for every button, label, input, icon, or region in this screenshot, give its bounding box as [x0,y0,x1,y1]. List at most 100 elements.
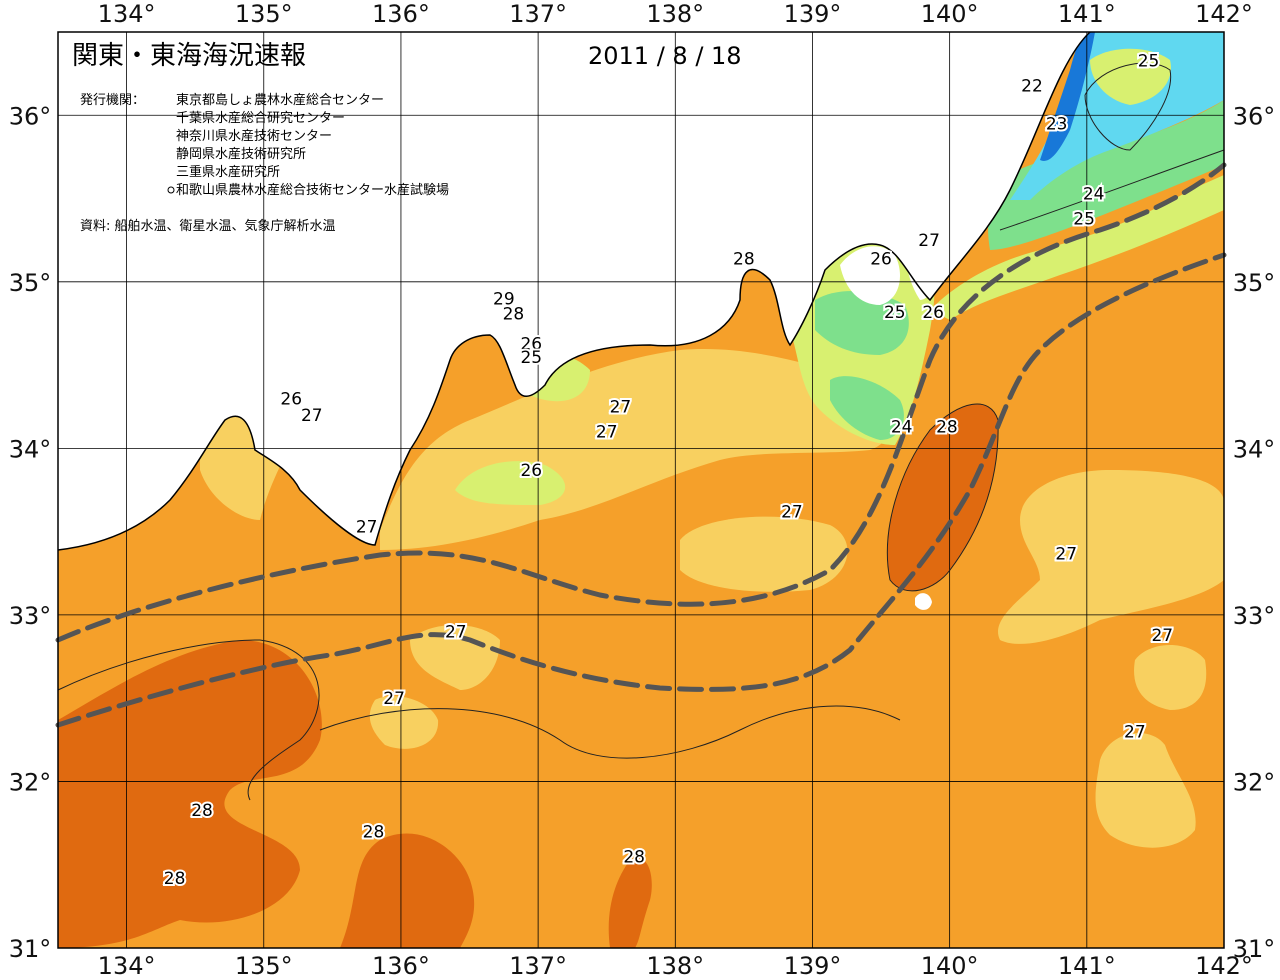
isotherm-label: 28 [733,250,755,270]
issuer-1: 千葉県水産総合研究センター [176,110,345,126]
lat-tick-right: 32° [1233,768,1276,796]
kuroshio-south-line [55,252,1227,728]
lat-tick-left: 32° [9,768,52,796]
sea-area-26-south-blob [680,516,848,592]
sea-area-25-center [455,461,566,505]
isotherm-label: 27 [1151,626,1173,646]
lat-tick-left: 34° [9,435,52,463]
sea-area-26-blob-d [1095,733,1196,848]
isotherm-label: 25 [1073,210,1095,230]
coastline-main [57,31,1091,551]
issuers-label: 発行機関： [80,93,145,108]
lat-tick-right: 36° [1233,102,1276,130]
lon-tick-bottom: 135° [235,952,293,980]
issuer-0: 東京都島しょ農林水産総合センター [176,92,384,108]
lon-tick-bottom: 137° [509,952,567,980]
sea-area-28-southwest [58,640,322,948]
lon-tick-top: 135° [235,0,293,28]
lat-tick-right: 31° [1233,935,1276,963]
map-title: 関東・東海海況速報 [72,41,306,71]
lon-tick-top: 139° [784,0,842,28]
land-boso [905,180,966,300]
lon-tick-bottom: 139° [784,952,842,980]
sea-area-24-sagami-bay [830,376,904,440]
map-date: 2011 / 8 / 18 [588,42,742,70]
lon-tick-top: 137° [509,0,567,28]
lat-tick-right: 33° [1233,602,1276,630]
sea-area-26-blob-c [1134,645,1207,710]
issuer-2: 神奈川県水産技術センター [176,128,332,144]
isotherm-label: 27 [781,503,803,523]
isotherm-25-northeast [999,149,1225,231]
lat-tick-left: 33° [9,602,52,630]
coastline [57,31,1091,551]
kuroshio-axis [55,162,1227,728]
isotherm-label: 28 [623,847,645,867]
kuroshio-north-line [55,162,1227,643]
lon-tick-bottom: 138° [646,952,704,980]
sea-area-24-tokyo [815,290,909,355]
isotherm-label: 26 [280,389,302,409]
isotherm-label: 25 [1138,51,1160,71]
isotherm-label: 26 [520,334,542,354]
isotherm-label: 25 [520,348,542,368]
isotherm-label: 28 [503,304,525,324]
isotherm-label: 27 [1055,544,1077,564]
land-izu [840,246,900,305]
sea-area-28-izu [887,403,999,591]
isotherm-label: 27 [1124,722,1146,742]
axis-ticks: 134° 134° 135° 135° 136° 136° 137° 137° 138° 138°… [9,0,1276,980]
issuer-marker [167,186,175,194]
isotherm-label: 27 [445,623,467,643]
land-izu-oshima [915,593,932,610]
sea-area-25-boso-coast [930,175,1224,320]
lat-tick-right: 35° [1233,269,1276,297]
lon-tick-top: 142° [1195,0,1253,28]
isotherm-label: 24 [1083,185,1105,205]
issuer-5: 和歌山県農林水産総合技術センター水産試験場 [176,182,449,198]
sea-area-24-kashima [988,100,1224,250]
isotherm-27-center [319,705,901,759]
isotherm-label: 28 [191,801,213,821]
isotherm-label: 23 [1046,115,1068,135]
isotherm-label: 28 [164,869,186,889]
lon-tick-top: 141° [1058,0,1116,28]
sea-area-22-coast [1040,32,1095,161]
isotherm-label: 26 [922,303,944,323]
lon-tick-top: 140° [921,0,979,28]
issuer-3: 静岡県水産技術研究所 [176,146,306,162]
sea-area-26-east [998,470,1224,644]
isotherm-label: 28 [363,822,385,842]
lon-tick-bottom: 141° [1058,952,1116,980]
lon-tick-bottom: 136° [372,952,430,980]
isotherm-27-west [57,639,320,801]
land [58,32,1090,610]
isotherm-label: 27 [610,398,632,418]
isotherm-label: 27 [356,518,378,538]
isotherm-label: 27 [383,689,405,709]
isotherm-label: 27 [301,406,323,426]
land-kii-shikoku [58,32,1090,550]
issuer-4: 三重県水産研究所 [176,164,280,180]
sea-area-28-tongue [608,858,652,948]
isotherm-25-loop [1084,62,1172,151]
lat-tick-right: 34° [1233,435,1276,463]
lon-tick-top: 138° [646,0,704,28]
lon-tick-bottom: 142° [1195,952,1253,980]
isotherm-label: 29 [493,289,515,309]
lat-tick-left: 35° [9,269,52,297]
map-frame [57,31,1225,949]
isotherm-label: 26 [520,461,542,481]
sea-area-25-offshore-north [1090,48,1171,105]
lon-tick-bottom: 134° [98,952,156,980]
lat-tick-left: 36° [9,102,52,130]
lat-tick-left: 31° [9,935,52,963]
isotherm-label: 26 [870,250,892,270]
lon-tick-bottom: 140° [921,952,979,980]
lon-tick-top: 136° [372,0,430,28]
isotherm-label: 27 [918,231,940,251]
sea-area-28-south [340,833,475,948]
source-note: 資料: 船舶水温、衛星水温、気象庁解析水温 [80,218,336,234]
isotherm-label: 24 [891,418,913,438]
